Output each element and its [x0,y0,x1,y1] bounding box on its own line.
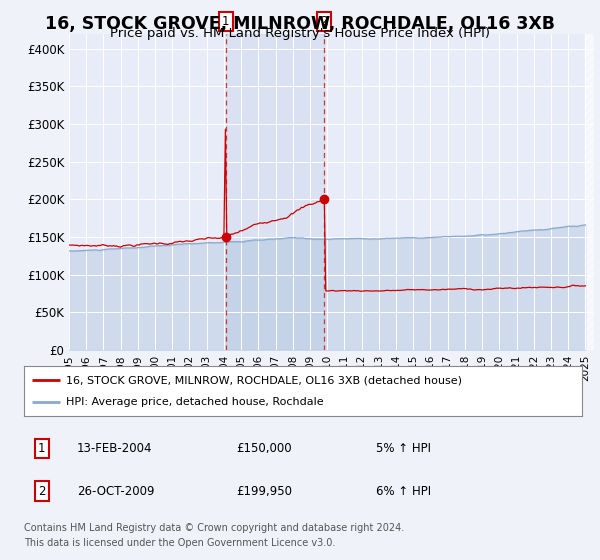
Bar [586,34,600,350]
Text: 13-FEB-2004: 13-FEB-2004 [77,442,152,455]
Text: 26-OCT-2009: 26-OCT-2009 [77,484,155,497]
Text: 1: 1 [222,15,229,28]
Bar [226,34,324,350]
Text: 1: 1 [38,442,46,455]
Text: £199,950: £199,950 [236,484,292,497]
Text: 16, STOCK GROVE, MILNROW, ROCHDALE, OL16 3XB (detached house): 16, STOCK GROVE, MILNROW, ROCHDALE, OL16… [66,375,462,385]
Text: 16, STOCK GROVE, MILNROW, ROCHDALE, OL16 3XB: 16, STOCK GROVE, MILNROW, ROCHDALE, OL16… [45,15,555,32]
Text: 2: 2 [38,484,46,497]
Text: Price paid vs. HM Land Registry's House Price Index (HPI): Price paid vs. HM Land Registry's House … [110,27,490,40]
Text: 2: 2 [320,15,328,28]
Text: £150,000: £150,000 [236,442,292,455]
Text: 5% ↑ HPI: 5% ↑ HPI [376,442,431,455]
Text: This data is licensed under the Open Government Licence v3.0.: This data is licensed under the Open Gov… [24,538,335,548]
Text: 6% ↑ HPI: 6% ↑ HPI [376,484,431,497]
Text: Contains HM Land Registry data © Crown copyright and database right 2024.: Contains HM Land Registry data © Crown c… [24,523,404,533]
Text: HPI: Average price, detached house, Rochdale: HPI: Average price, detached house, Roch… [66,396,323,407]
